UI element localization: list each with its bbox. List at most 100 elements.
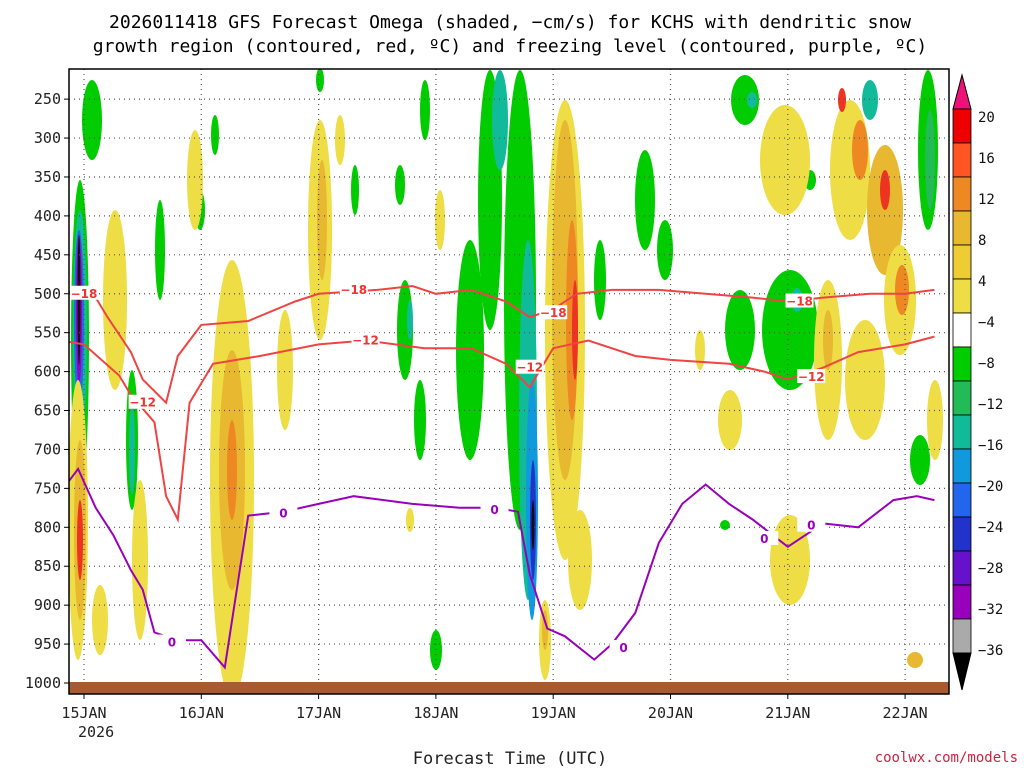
y-tick-label: 250: [34, 90, 61, 108]
ground-terrain: [69, 682, 949, 694]
y-tick-label: 350: [34, 168, 61, 186]
y-tick-label: 1000: [25, 674, 61, 692]
omega-shade: [907, 652, 923, 668]
omega-shade: [594, 240, 606, 320]
y-tick-label: 500: [34, 285, 61, 303]
colorbar-swatch: [952, 584, 972, 620]
omega-shade: [317, 160, 327, 280]
colorbar-label: 12: [978, 192, 995, 208]
omega-shade: [572, 280, 578, 380]
dgz-lower-label-bg: [351, 332, 380, 347]
colorbar-swatch: [952, 108, 972, 144]
freezing-level-label-bg: [750, 530, 779, 545]
colorbar-label: 20: [978, 110, 995, 126]
colorbar-label: −24: [978, 520, 1003, 536]
freezing-level-contour: [69, 466, 935, 670]
colorbar-label: −12: [978, 397, 1003, 413]
freezing-level-label: 0: [490, 503, 498, 517]
colorbar-swatch: [952, 244, 972, 280]
omega-shade: [635, 150, 655, 250]
freezing-level-label-bg: [157, 634, 186, 649]
dgz-upper-label: −18: [71, 287, 98, 301]
omega-shade: [414, 380, 426, 460]
freezing-level-label: 0: [760, 532, 768, 546]
omega-shade: [542, 610, 548, 650]
freezing-level-label-bg: [609, 639, 638, 654]
colorbar-swatch: [952, 176, 972, 212]
y-tick-label: 750: [34, 479, 61, 497]
x-tick-label: 22JAN: [883, 704, 928, 722]
omega-shade: [657, 220, 673, 280]
x-axis: 15JAN 16JAN 17JAN 18JAN 19JAN 20JAN 21JAN 22JAN: [61, 694, 928, 722]
omega-shade: [895, 265, 909, 315]
colorbar-swatch: [952, 618, 972, 654]
plot-border: [68, 68, 950, 695]
x-tick-label: 19JAN: [531, 704, 576, 722]
colorbar-swatch: [952, 414, 972, 450]
colorbar-swatch: [952, 516, 972, 552]
colorbar-label: −4: [978, 315, 995, 331]
year-label: 2026: [78, 723, 114, 741]
omega-shade: [187, 130, 203, 230]
credit-text: coolwx.com/models: [875, 750, 1018, 766]
x-tick-label: 15JAN: [61, 704, 106, 722]
omega-shade: [747, 92, 757, 108]
colorbar-swatch: [952, 380, 972, 416]
dgz-upper-label-bg: [339, 281, 368, 296]
dgz-lower-contour: [69, 335, 935, 524]
omega-shade: [927, 380, 943, 460]
freezing-level-label: 0: [619, 641, 627, 655]
omega-shade: [316, 69, 324, 92]
y-tick-label: 300: [34, 129, 61, 147]
dgz-lower-label: −12: [516, 361, 543, 375]
dgz-upper-contour: [69, 284, 935, 405]
y-tick-label: 800: [34, 518, 61, 536]
x-tick-label: 21JAN: [765, 704, 810, 722]
y-tick-label: 600: [34, 363, 61, 381]
x-tick-label: 18JAN: [413, 704, 458, 722]
dgz-upper-label: −18: [340, 283, 367, 297]
omega-shade: [718, 390, 742, 450]
omega-shade: [407, 300, 413, 340]
dgz-upper-label: −18: [786, 295, 813, 309]
x-axis-label: Forecast Time (UTC): [413, 749, 607, 768]
colorbar-swatch: [952, 278, 972, 314]
omega-shade: [695, 330, 705, 370]
y-tick-label: 900: [34, 596, 61, 614]
colorbar-swatch: [952, 346, 972, 382]
omega-shading: [69, 69, 943, 694]
y-tick-label: 650: [34, 402, 61, 420]
y-tick-label: 850: [34, 557, 61, 575]
freezing-level-label-bg: [797, 517, 826, 532]
freezing-level-label: 0: [807, 519, 815, 533]
omega-shade: [155, 200, 165, 300]
colorbar-label: 8: [978, 233, 986, 249]
omega-shade: [852, 120, 868, 180]
omega-shade: [823, 310, 833, 370]
omega-shade: [92, 585, 108, 655]
colorbar-label: 16: [978, 151, 995, 167]
omega-shade: [77, 500, 83, 580]
chart-title-line-2: growth region (contoured, red, ºC) and f…: [93, 36, 927, 57]
y-tick-label: 700: [34, 440, 61, 458]
chart-title-line-1: 2026011418 GFS Forecast Omega (shaded, −…: [109, 12, 911, 33]
colorbar: 20 16 12 8 4 −4 −8 −12 −16 −20 −24 −28 −32 −36: [952, 73, 1003, 691]
omega-shade: [406, 508, 414, 532]
freezing-level-label-bg: [480, 502, 509, 517]
omega-shade: [845, 320, 885, 440]
omega-shade: [395, 165, 405, 205]
colorbar-top-arrow: [952, 73, 972, 110]
colorbar-label: 4: [978, 274, 986, 290]
x-tick-label: 20JAN: [648, 704, 693, 722]
colorbar-bottom-arrow: [952, 652, 972, 691]
omega-shade: [862, 80, 878, 120]
dgz-lower-label-bg: [128, 394, 157, 409]
dgz-lower-label: −12: [129, 396, 156, 410]
omega-shade: [420, 80, 430, 140]
colorbar-label: −28: [978, 561, 1003, 577]
grid-lines: [69, 69, 949, 694]
colorbar-swatch: [952, 142, 972, 178]
colorbar-label: −32: [978, 602, 1003, 618]
omega-shade: [838, 88, 846, 112]
dgz-lower-label-bg: [515, 359, 544, 374]
